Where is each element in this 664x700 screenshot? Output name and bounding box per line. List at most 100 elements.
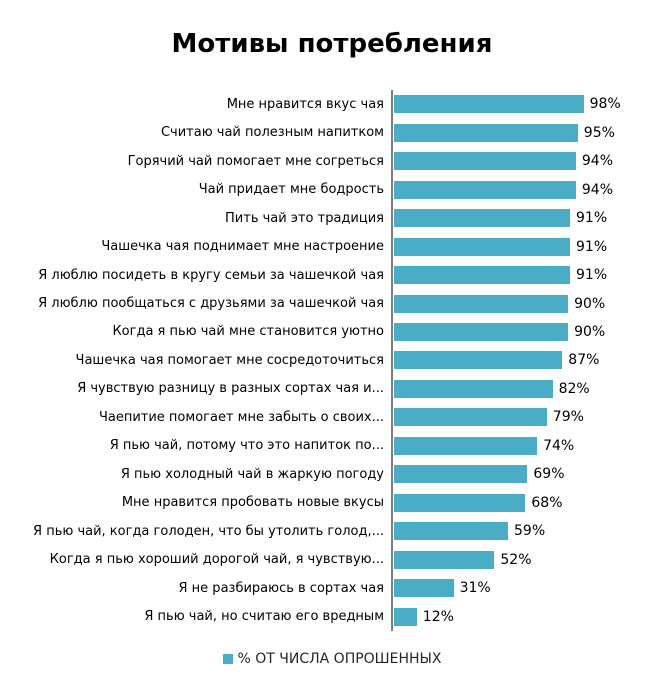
value-label: 94%	[581, 181, 614, 198]
bar-chart: Мне нравится вкус чая 98% Считаю чай полез…	[0, 90, 664, 631]
bar	[393, 493, 526, 512]
chart-rows: Мне нравится вкус чая 98% Считаю чай полез…	[0, 90, 664, 631]
legend-swatch-icon	[222, 654, 233, 664]
bar-area: 52%	[391, 550, 664, 569]
value-label: 79%	[552, 409, 584, 426]
chart-row: Пить чай это традиция 91%	[0, 204, 664, 232]
chart-row: Горячий чай помогает мне согреться 94%	[0, 147, 664, 175]
legend: % ОТ ЧИСЛА ОПРОШЕННЫХ	[0, 651, 664, 667]
chart-row: Я люблю посидеть в кругу семьи за чашечк…	[0, 261, 664, 289]
category-label: Считаю чай полезным напитком	[160, 125, 384, 141]
value-label: 74%	[543, 437, 575, 454]
category-label: Чашечка чая помогает мне сосредоточиться	[75, 352, 384, 368]
bar-area: 82%	[391, 379, 664, 398]
bar	[393, 436, 538, 455]
legend-label: % ОТ ЧИСЛА ОПРОШЕННЫХ	[237, 651, 442, 667]
chart-row: Мне нравится вкус чая 98%	[0, 90, 664, 118]
bar	[393, 266, 570, 285]
bar-area: 95%	[391, 123, 664, 142]
category-label: Я пью чай, но считаю его вредным	[144, 609, 384, 625]
category-label: Пить чай это традиция	[225, 210, 384, 226]
chart-row: Чаепитие помогает мне забыть о своих... 7…	[0, 403, 664, 431]
value-label: 94%	[581, 153, 614, 170]
chart-row: Я пью холодный чай в жаркую погоду 69%	[0, 460, 664, 488]
bar	[393, 607, 417, 626]
value-label: 12%	[422, 608, 454, 625]
chart-row: Я не разбираюсь в сортах чая 31%	[0, 574, 664, 602]
category-label: Мне нравится пробовать новые вкусы	[121, 495, 384, 511]
chart-row: Я пью чай, когда голоден, что бы утолить…	[0, 517, 664, 545]
bar	[393, 123, 578, 142]
value-label: 31%	[459, 580, 491, 597]
value-label: 52%	[500, 551, 532, 568]
bar	[393, 465, 528, 484]
bar	[393, 237, 570, 256]
value-label: 87%	[568, 352, 600, 369]
bar-area: 79%	[391, 408, 664, 427]
value-label: 90%	[574, 295, 606, 312]
bar-area: 91%	[391, 209, 664, 228]
bar	[393, 95, 584, 114]
bar-area: 90%	[391, 294, 664, 313]
bar	[393, 180, 576, 199]
category-label: Я пью чай, потому что это напиток по...	[109, 438, 384, 454]
category-label: Когда я пью хороший дорогой чай, я чувст…	[49, 552, 384, 568]
value-label: 95%	[583, 124, 615, 141]
value-label: 82%	[558, 380, 590, 397]
bar	[393, 152, 576, 171]
chart-row: Когда я пью чай мне становится уютно 90%	[0, 318, 664, 346]
chart-row: Считаю чай полезным напитком 95%	[0, 118, 664, 146]
bar-area: 74%	[391, 436, 664, 455]
value-label: 98%	[589, 96, 621, 113]
bar-area: 68%	[391, 493, 664, 512]
bar-area: 59%	[391, 522, 664, 541]
bar	[393, 209, 570, 228]
bar-area: 31%	[391, 579, 664, 598]
category-label: Чашечка чая поднимает мне настроение	[101, 239, 384, 255]
bar-area: 87%	[391, 351, 664, 370]
chart-row: Мне нравится пробовать новые вкусы 68%	[0, 489, 664, 517]
value-label: 91%	[576, 238, 608, 255]
bar	[393, 408, 547, 427]
value-label: 68%	[531, 494, 563, 511]
chart-row: Я чувствую разницу в разных сортах чая и…	[0, 375, 664, 403]
bar	[393, 550, 495, 569]
chart-row: Чашечка чая поднимает мне настроение 91%	[0, 232, 664, 260]
category-label: Я люблю пообщаться с друзьями за чашечко…	[38, 296, 384, 312]
category-label: Чай придает мне бодрость	[198, 182, 384, 198]
bar	[393, 294, 569, 313]
chart-row: Я люблю пообщаться с друзьями за чашечко…	[0, 289, 664, 317]
category-label: Горячий чай помогает мне согреться	[127, 153, 384, 169]
category-label: Я чувствую разницу в разных сортах чая и…	[77, 381, 384, 397]
category-label: Я пью чай, когда голоден, что бы утолить…	[33, 523, 384, 539]
bar-area: 90%	[391, 322, 664, 341]
bar-area: 69%	[391, 465, 664, 484]
bar	[393, 379, 553, 398]
chart-row: Когда я пью хороший дорогой чай, я чувст…	[0, 546, 664, 574]
bar-area: 91%	[391, 266, 664, 285]
bar	[393, 322, 569, 341]
value-label: 91%	[576, 267, 608, 284]
bar	[393, 351, 563, 370]
value-label: 90%	[574, 323, 606, 340]
category-label: Чаепитие помогает мне забыть о своих...	[98, 409, 384, 425]
bar-area: 94%	[391, 152, 664, 171]
bar	[393, 522, 508, 541]
value-label: 59%	[514, 523, 546, 540]
chart-row: Я пью чай, но считаю его вредным 12%	[0, 602, 664, 630]
value-label: 91%	[576, 210, 608, 227]
bar	[393, 579, 454, 598]
bar-area: 12%	[391, 607, 664, 626]
category-label: Когда я пью чай мне становится уютно	[112, 324, 384, 340]
bar-area: 91%	[391, 237, 664, 256]
category-label: Мне нравится вкус чая	[226, 96, 384, 112]
chart-title: Мотивы потребления	[171, 29, 493, 59]
category-label: Я пью холодный чай в жаркую погоду	[120, 466, 384, 482]
chart-row: Чай придает мне бодрость 94%	[0, 175, 664, 203]
chart-row: Чашечка чая помогает мне сосредоточиться…	[0, 346, 664, 374]
chart-row: Я пью чай, потому что это напиток по... 7…	[0, 432, 664, 460]
bar-area: 94%	[391, 180, 664, 199]
value-label: 69%	[533, 466, 565, 483]
category-label: Я люблю посидеть в кругу семьи за чашечк…	[38, 267, 384, 283]
